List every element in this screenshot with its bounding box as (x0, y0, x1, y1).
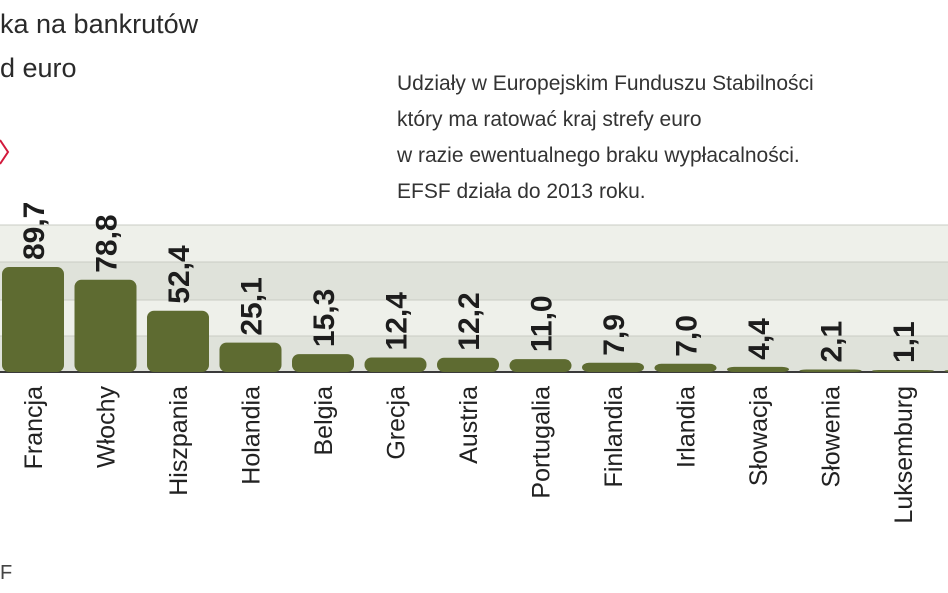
value-label: 12,4 (381, 292, 414, 351)
category-label: Portugalia (528, 386, 556, 499)
value-label: 52,4 (163, 245, 196, 304)
bar-4 (219, 342, 282, 372)
category-label: Finlandia (600, 386, 628, 488)
title-line-1: ka na bankrutów (0, 9, 199, 39)
value-label: 12,2 (453, 292, 486, 350)
bar-8 (509, 359, 572, 372)
grid-band (0, 262, 948, 300)
category-label: Słowenia (818, 386, 846, 488)
grid-band (0, 225, 948, 262)
bar-1 (2, 267, 64, 372)
category-label: Austria (455, 386, 483, 464)
note-line-1: Udziały w Europejskim Funduszu Stabilnoś… (397, 72, 814, 95)
bar-12 (799, 369, 862, 372)
category-label: Holandia (238, 386, 266, 485)
chart-title: ka na bankrutów d euro (0, 2, 198, 90)
bar-7 (437, 357, 499, 372)
bar-9 (582, 362, 644, 372)
bar-10 (654, 363, 717, 372)
category-label: Francja (20, 386, 48, 469)
value-label: 4,4 (743, 318, 776, 360)
value-label: 78,8 (91, 214, 124, 272)
chart-note: Udziały w Europejskim Funduszu Stabilnoś… (397, 66, 814, 210)
value-label: 89,7 (18, 202, 51, 260)
bar-2 (74, 279, 137, 372)
value-label: 7,9 (598, 314, 631, 356)
category-label: Grecja (383, 386, 411, 460)
bar-14 (944, 370, 948, 372)
note-line-2: który ma ratować kraj strefy euro (397, 108, 702, 131)
category-label: Hiszpania (165, 386, 193, 496)
bar-6 (364, 357, 427, 372)
title-line-2: d euro (0, 53, 77, 83)
category-label: Luksemburg (890, 386, 918, 524)
value-label: 25,1 (236, 277, 269, 335)
background-bands (0, 224, 948, 373)
category-label: Irlandia (673, 386, 701, 468)
value-label: 15,3 (308, 289, 341, 347)
value-label: 7,0 (671, 315, 704, 357)
value-label: 11,0 (526, 295, 559, 352)
note-line-3: w razie ewentualnego braku wypłacalności… (397, 144, 800, 167)
bars-group (2, 267, 948, 372)
note-line-4: EFSF działa do 2013 roku. (397, 180, 646, 203)
bar-3 (147, 310, 209, 372)
bar-5 (292, 354, 354, 372)
arrow-icon-shape (0, 139, 10, 165)
category-labels-group: Francja Włochy Hiszpania Holandia Belgia Grec… (20, 386, 918, 524)
bar-11 (727, 366, 789, 372)
bar-13 (872, 370, 934, 372)
category-label: Belgia (310, 386, 338, 456)
category-label: Słowacja (745, 386, 773, 486)
value-label: 2,1 (816, 321, 849, 363)
value-label: 1,1 (888, 321, 921, 363)
category-label: Włochy (93, 386, 121, 468)
value-labels-group: 89,7 78,8 52,4 25,1 15,3 12,4 12,2 11,0 7,9 7,0 4,… (18, 202, 921, 363)
arrow-icon (0, 139, 10, 165)
source-label: F (0, 562, 13, 584)
